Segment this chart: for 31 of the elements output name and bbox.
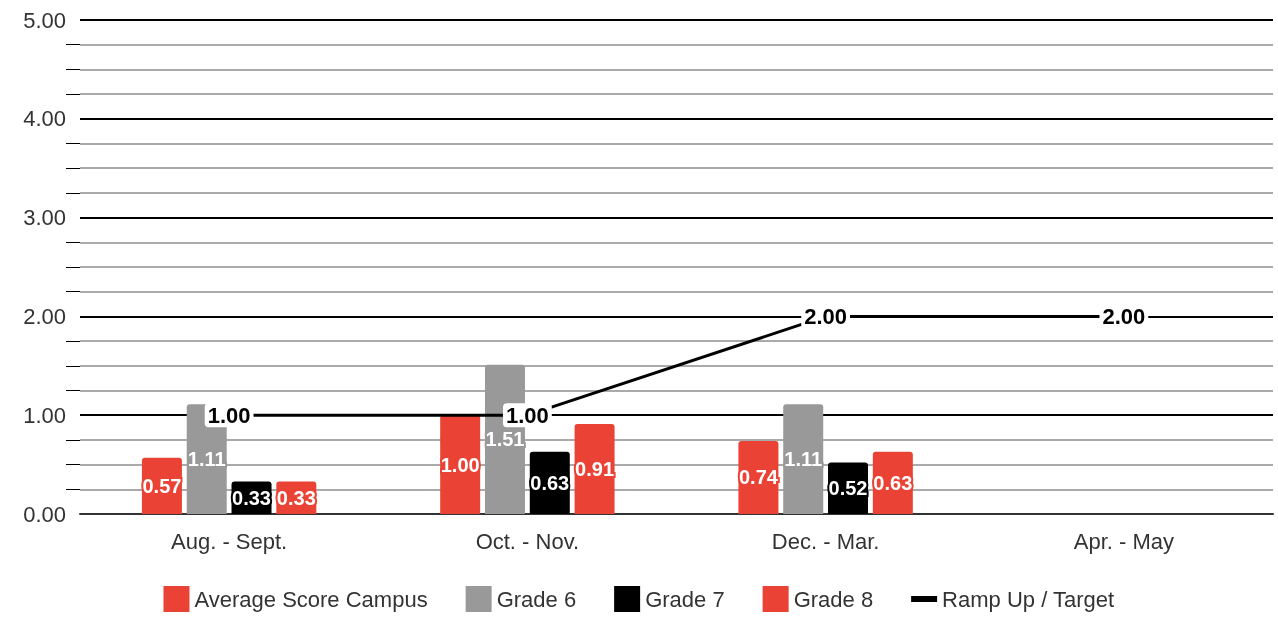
legend-label: Average Score Campus (194, 586, 428, 612)
x-tick-label: Aug. - Sept. (171, 528, 288, 554)
y-tick-label: 4.00 (23, 106, 66, 132)
data-label: 0.91 (575, 458, 615, 481)
data-label: 0.63 (530, 471, 570, 494)
data-label: 0.63 (873, 471, 913, 494)
legend-label: Ramp Up / Target (942, 586, 1115, 612)
data-label: 1.51 (485, 428, 525, 451)
data-label: 0.52 (828, 477, 868, 500)
data-label: 2.00 (1102, 303, 1146, 329)
x-tick-label: Oct. - Nov. (475, 528, 580, 554)
legend-label: Grade 7 (645, 586, 725, 612)
data-label: 2.00 (804, 303, 848, 329)
y-tick-label: 5.00 (23, 7, 66, 33)
x-tick-label: Apr. - May (1073, 528, 1174, 554)
data-label: 1.11 (784, 448, 823, 471)
data-label: 1.00 (440, 453, 480, 476)
legend-label: Grade 6 (496, 586, 577, 612)
y-tick-label: 1.00 (23, 402, 66, 428)
data-label: 0.57 (142, 474, 182, 497)
data-label: 0.33 (232, 486, 271, 509)
data-label: 0.33 (276, 486, 316, 509)
data-label: 1.00 (207, 402, 251, 428)
legend-label: Grade 8 (793, 586, 874, 612)
data-label: 1.00 (505, 402, 549, 428)
y-tick-label: 3.00 (23, 205, 66, 231)
y-tick-label: 2.00 (23, 303, 66, 329)
x-tick-label: Dec. - Mar. (771, 528, 880, 554)
data-label: 0.74 (738, 466, 779, 489)
data-label: 1.11 (187, 448, 226, 471)
y-tick-label: 0.00 (23, 501, 66, 527)
